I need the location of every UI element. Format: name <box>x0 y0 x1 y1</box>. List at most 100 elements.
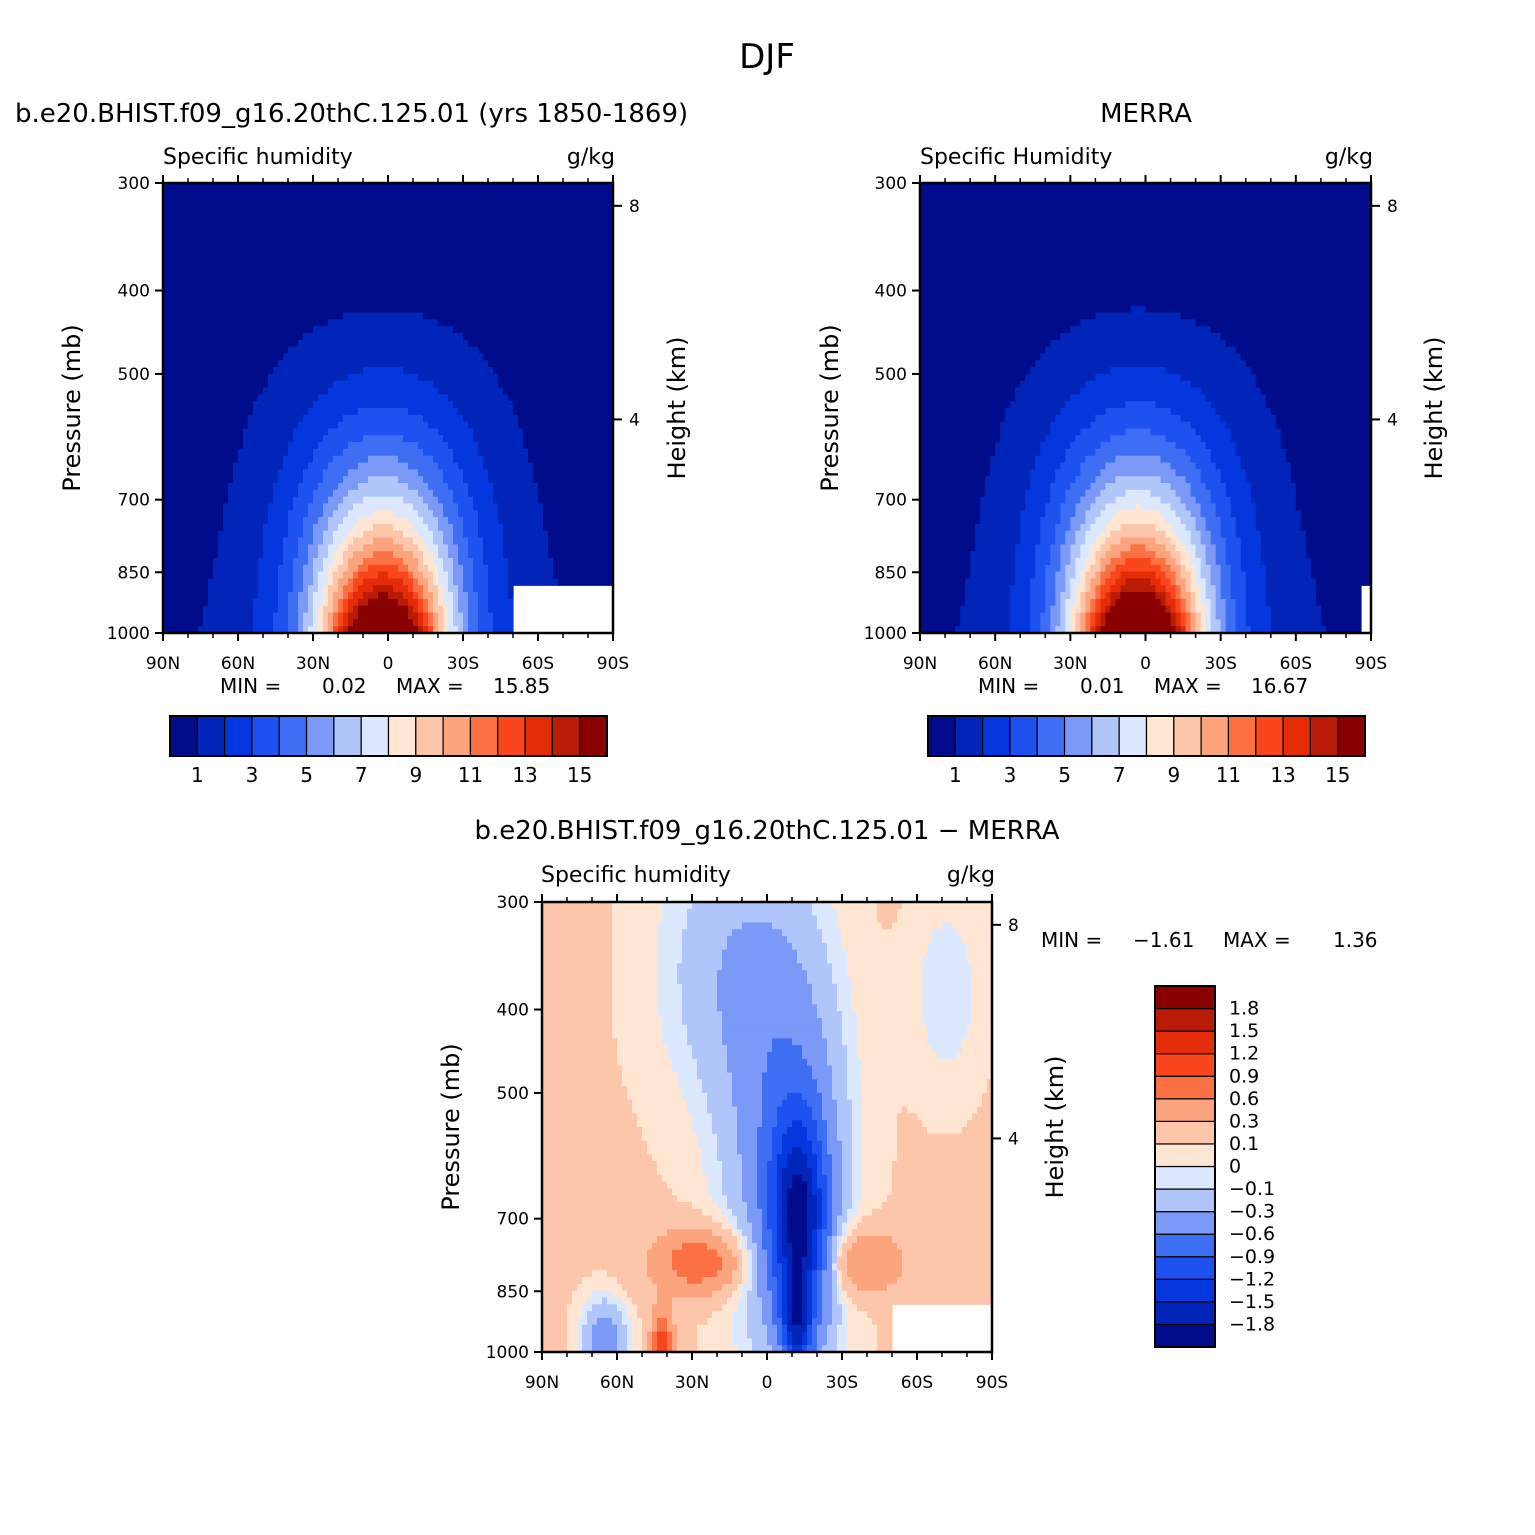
contour-cell <box>732 1208 748 1217</box>
contour-cell <box>483 537 504 545</box>
contour-cell <box>592 1331 618 1339</box>
contour-cell <box>1215 592 1222 600</box>
contour-cell <box>1210 598 1217 607</box>
contour-cell <box>1185 578 1192 586</box>
contour-cell <box>323 592 329 600</box>
contour-cell <box>787 1154 808 1162</box>
contour-cell <box>842 1290 848 1299</box>
contour-cell <box>438 523 454 532</box>
contour-cell <box>1265 578 1317 586</box>
contour-cell <box>757 1202 768 1210</box>
contour-cell <box>767 1277 778 1285</box>
contour-cell <box>822 1024 843 1033</box>
contour-cell <box>727 1297 738 1305</box>
contour-cell <box>1165 435 1202 443</box>
contour-cell <box>163 564 214 573</box>
contour-cell <box>632 1317 643 1326</box>
contour-cell <box>1075 612 1081 620</box>
contour-cell <box>622 1311 628 1319</box>
contour-cell <box>1150 489 1177 498</box>
contour-cell <box>458 585 464 593</box>
contour-cell <box>847 1072 863 1080</box>
contour-cell <box>488 564 509 573</box>
contour-cell <box>742 1174 758 1183</box>
contour-cell <box>1075 619 1081 627</box>
contour-cell <box>617 1304 628 1312</box>
colorbar-box <box>982 715 1011 757</box>
contour-cell <box>1210 537 1227 545</box>
colorbar-box <box>333 715 362 757</box>
contour-cell <box>877 1331 893 1339</box>
contour-cell <box>617 1045 668 1053</box>
colorbar-box <box>1154 1278 1216 1303</box>
contour-cell <box>727 1058 768 1067</box>
min-label: MIN = <box>1041 928 1102 952</box>
contour-cell <box>642 1338 648 1346</box>
contour-cell <box>1260 551 1307 559</box>
contour-cell <box>920 619 961 627</box>
contour-cell <box>1280 435 1372 443</box>
contour-cell <box>970 571 1016 580</box>
contour-cell <box>960 605 1011 614</box>
contour-cell <box>488 571 509 580</box>
contour-cell <box>478 510 499 518</box>
contour-cell <box>812 997 838 1005</box>
contour-cell <box>692 1202 718 1210</box>
x-tick-label: 90N <box>525 1373 559 1393</box>
contour-cell <box>697 1133 718 1142</box>
contour-cell <box>1015 394 1071 402</box>
y-tick-label: 500 <box>875 365 907 385</box>
contour-cell <box>303 578 314 586</box>
contour-cell <box>203 612 254 620</box>
colorbar-frame <box>1154 985 1216 1348</box>
contour-cell <box>233 476 279 484</box>
contour-cell <box>1070 442 1101 450</box>
contour-cell <box>827 1208 833 1217</box>
contour-cell <box>163 183 614 191</box>
contour-cell <box>328 598 334 607</box>
contour-cell <box>163 626 199 634</box>
contour-cell <box>423 551 434 559</box>
contour-cell <box>842 1270 848 1278</box>
contour-cell <box>1220 626 1227 634</box>
contour-cell <box>443 592 454 600</box>
contour-cell <box>1190 551 1197 559</box>
contour-cell <box>273 496 294 505</box>
colorbar-box <box>305 715 335 757</box>
contour-cell <box>612 1317 623 1326</box>
contour-cell <box>1045 592 1056 600</box>
contour-cell <box>1175 530 1192 539</box>
contour-cell <box>727 1195 743 1203</box>
contour-cell <box>990 462 1036 470</box>
x-tick-label: 30S <box>447 654 479 674</box>
contour-cell <box>433 626 439 634</box>
contour-cell <box>1240 564 1267 573</box>
contour-cell <box>1040 442 1071 450</box>
contour-cell <box>1205 578 1212 586</box>
contour-cell <box>542 1283 578 1292</box>
contour-cell <box>732 1249 743 1258</box>
contour-cell <box>837 1345 848 1353</box>
contour-cell <box>707 1181 723 1189</box>
x-tick-label: 60S <box>1280 654 1312 674</box>
contour-cell <box>722 1236 738 1244</box>
contour-cell <box>772 1263 783 1271</box>
contour-cell <box>767 1058 808 1067</box>
contour-cell <box>1070 544 1081 552</box>
contour-cell <box>1225 483 1252 491</box>
contour-cell <box>1250 496 1297 505</box>
contour-cell <box>832 1317 843 1326</box>
colorbar-box <box>1154 1165 1216 1190</box>
variable-label: Specific Humidity <box>920 145 1112 170</box>
contour-cell <box>393 510 419 518</box>
contour-cell <box>827 1120 838 1128</box>
contour-cell <box>348 442 419 450</box>
contour-cell <box>418 510 434 518</box>
contour-cell <box>920 530 976 539</box>
contour-cell <box>338 483 359 491</box>
contour-cell <box>632 1297 658 1305</box>
contour-cell <box>787 1331 793 1339</box>
contour-cell <box>592 1304 618 1312</box>
contour-cell <box>343 585 354 593</box>
contour-cell <box>418 489 434 498</box>
